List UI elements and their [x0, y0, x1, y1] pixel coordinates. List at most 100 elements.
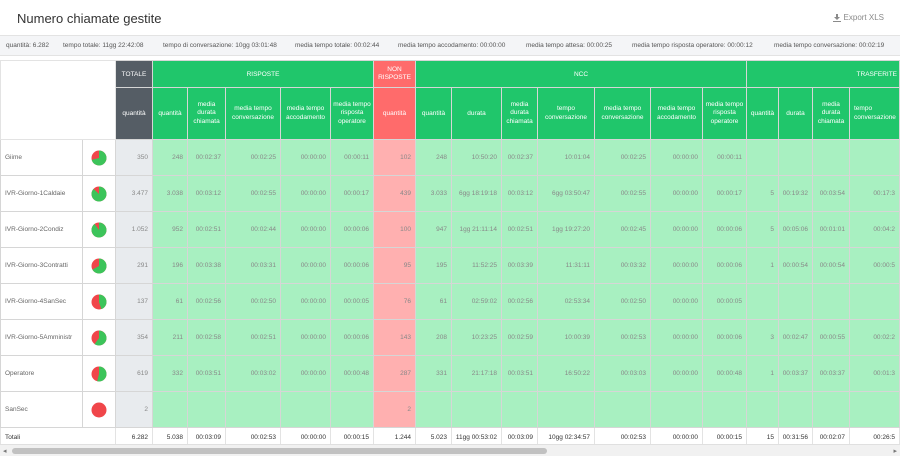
cell-ncc: 00:02:51 — [501, 211, 538, 248]
cell-ncc: 00:00:00 — [650, 211, 703, 248]
sub-risposte-media-accodamento: media tempo accodamento — [280, 87, 331, 140]
cell-ncc: 00:00:00 — [650, 283, 703, 320]
table-row-totals: Totali 6.282 5.038 00:03:09 00:02:53 00:00:00… — [0, 427, 900, 444]
cell-ncc: 00:03:12 — [501, 175, 538, 212]
sub-ncc-media-conversazione: media tempo conversazione — [594, 87, 651, 140]
cell-risposte: 00:00:06 — [330, 247, 374, 284]
table-scroll-area[interactable]: TOTALE RISPOSTE NON RISPOSTE NCC TRASFER… — [0, 60, 900, 444]
row-name: Operatore — [0, 355, 83, 392]
cell-trasferite: 00:00:54 — [812, 247, 850, 284]
cell-trasferite — [746, 391, 779, 428]
cell-trasferite — [778, 391, 813, 428]
totals-ncc: 00:03:09 — [501, 427, 538, 444]
totals-trasferite: 00:02:07 — [812, 427, 850, 444]
cell-trasferite: 00:04:2 — [849, 211, 900, 248]
cell-trasferite: 5 — [746, 211, 779, 248]
cell-risposte: 00:00:00 — [280, 283, 331, 320]
totals-ncc: 00:00:15 — [702, 427, 747, 444]
stats-bar: quantità: 6.282 tempo totale: 11gg 22:42… — [0, 36, 900, 56]
cell-ncc: 208 — [415, 319, 452, 356]
scroll-left-arrow-icon[interactable]: ◂ — [3, 448, 7, 455]
totals-trasferite: 00:31:56 — [778, 427, 813, 444]
table-row-ivr-giorno-1caldaie: IVR-Giorno-1Caldaie 3.477 3.038 00:03:12 00:… — [0, 175, 900, 212]
pie-chart-icon — [91, 150, 107, 165]
group-risposte: RISPOSTE — [152, 60, 374, 88]
pie-chart-icon — [91, 258, 107, 273]
pie-chart-icon — [91, 366, 107, 381]
cell-ncc: 00:02:50 — [594, 283, 651, 320]
cell-ncc — [594, 391, 651, 428]
cell-risposte: 00:03:38 — [187, 247, 226, 284]
cell-ncc: 11:52:25 — [451, 247, 502, 284]
pie-chart-icon — [91, 294, 107, 309]
cell-ncc: 00:02:45 — [594, 211, 651, 248]
stat-media-tempo-accodamento: media tempo accodamento: 00:00:00 — [398, 42, 506, 49]
cell-ncc: 02:59:02 — [451, 283, 502, 320]
cell-ncc: 00:02:55 — [594, 175, 651, 212]
export-xls-button[interactable]: Export XLS — [832, 13, 884, 22]
cell-risposte: 00:00:00 — [280, 139, 331, 176]
sub-trasferite-media-durata: media durata chiamata — [812, 87, 850, 140]
corner-cell — [0, 60, 116, 140]
scroll-right-arrow-icon[interactable]: ▸ — [893, 448, 897, 455]
row-name: IVR-Giorno-4SanSec — [0, 283, 83, 320]
table-row-ivr-giorno-4sansec: IVR-Giorno-4SanSec 137 61 00:02:56 00:02:50 0… — [0, 283, 900, 320]
totals-ncc: 11gg 00:53:02 — [451, 427, 502, 444]
table-row-operatore: Operatore 619 332 00:03:51 00:03:02 00:00:00 0… — [0, 355, 900, 392]
row-pie — [82, 175, 116, 212]
cell-ncc: 00:03:03 — [594, 355, 651, 392]
calls-table: TOTALE RISPOSTE NON RISPOSTE NCC TRASFER… — [0, 60, 900, 444]
cell-trasferite: 00:03:54 — [812, 175, 850, 212]
cell-risposte: 00:02:25 — [225, 139, 281, 176]
totals-ncc: 00:02:53 — [594, 427, 651, 444]
scrollbar-thumb[interactable] — [12, 448, 547, 454]
horizontal-scrollbar[interactable]: ◂ ▸ — [0, 444, 900, 456]
cell-risposte: 332 — [152, 355, 188, 392]
cell-ncc — [537, 391, 595, 428]
totals-risposte: 00:03:09 — [187, 427, 226, 444]
cell-trasferite: 00:17:3 — [849, 175, 900, 212]
totals-ncc: 10gg 02:34:57 — [537, 427, 595, 444]
cell-risposte: 00:00:48 — [330, 355, 374, 392]
cell-trasferite: 00:03:37 — [812, 355, 850, 392]
pie-slice-risposte — [91, 222, 107, 237]
totals-risposte: 5.038 — [152, 427, 188, 444]
cell-totale: 291 — [115, 247, 153, 284]
cell-trasferite: 00:00:55 — [812, 319, 850, 356]
pie-slice-risposte — [94, 330, 107, 345]
row-name: SanSec — [0, 391, 83, 428]
cell-ncc: 248 — [415, 139, 452, 176]
cell-trasferite: 00:05:06 — [778, 211, 813, 248]
sub-ncc-media-durata: media durata chiamata — [501, 87, 538, 140]
cell-trasferite: 1 — [746, 247, 779, 284]
cell-non-risposte: 143 — [373, 319, 416, 356]
pie-chart-icon — [91, 402, 107, 417]
sub-totale-quantita: quantità — [115, 87, 153, 140]
cell-non-risposte: 102 — [373, 139, 416, 176]
cell-risposte: 00:00:11 — [330, 139, 374, 176]
cell-risposte: 00:00:00 — [280, 211, 331, 248]
cell-ncc: 00:00:06 — [702, 319, 747, 356]
sub-risposte-media-risposta-operatore: media tempo risposta operatore — [330, 87, 374, 140]
cell-risposte: 00:02:55 — [225, 175, 281, 212]
export-xls-label: Export XLS — [843, 13, 884, 22]
sub-risposte-quantita: quantità — [152, 87, 188, 140]
stat-media-tempo-risposta-operatore: media tempo risposta operatore: 00:00:12 — [632, 42, 753, 49]
cell-ncc: 1gg 19:27:20 — [537, 211, 595, 248]
sub-risposte-media-durata: media durata chiamata — [187, 87, 226, 140]
cell-ncc: 00:03:39 — [501, 247, 538, 284]
cell-ncc: 00:00:11 — [702, 139, 747, 176]
cell-risposte: 952 — [152, 211, 188, 248]
totals-risposte: 00:00:15 — [330, 427, 374, 444]
row-name: IVR-Giorno-5Amministr — [0, 319, 83, 356]
stat-quantita: quantità: 6.282 — [6, 42, 50, 49]
cell-trasferite — [849, 139, 900, 176]
pie-chart-icon — [91, 186, 107, 201]
cell-totale: 1.052 — [115, 211, 153, 248]
stat-media-tempo-totale: media tempo totale: 00:02:44 — [295, 42, 380, 49]
cell-risposte: 00:00:05 — [330, 283, 374, 320]
cell-totale: 350 — [115, 139, 153, 176]
cell-ncc: 02:53:34 — [537, 283, 595, 320]
cell-risposte: 00:02:51 — [187, 211, 226, 248]
cell-ncc: 10:50:20 — [451, 139, 502, 176]
